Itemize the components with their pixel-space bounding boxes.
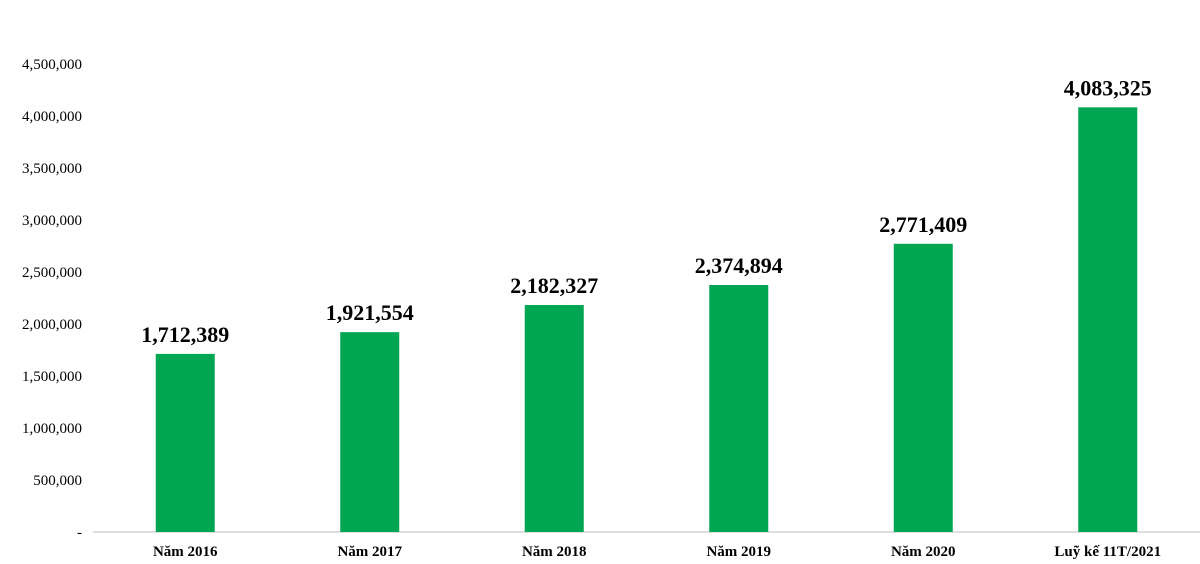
y-tick-label: 2,000,000 [22,317,82,333]
x-tick-label: Năm 2019 [706,544,771,560]
x-tick-label: Năm 2016 [153,544,218,560]
y-tick-label: 3,000,000 [22,213,82,229]
data-label: 2,374,894 [695,253,783,278]
data-label: 2,182,327 [510,273,598,298]
bar-series: 1,712,389 1,921,554 2,182,327 2,374,894 2,77… [141,75,1152,532]
bar [340,332,400,532]
bar [1078,107,1138,532]
y-tick-label: 3,500,000 [22,161,82,177]
bar [155,353,215,532]
data-label: 1,921,554 [326,300,414,325]
data-label: 1,712,389 [141,322,229,347]
y-tick-label: 4,500,000 [22,57,82,73]
bar [893,243,953,532]
y-tick-label: 2,500,000 [22,265,82,281]
y-tick-label: 500,000 [33,473,82,489]
x-tick-label: Năm 2017 [337,544,402,560]
y-tick-label: 1,000,000 [22,421,82,437]
x-axis: Năm 2016 Năm 2017 Năm 2018 Năm 2019 Năm 2020… [153,544,1161,560]
y-tick-label: - [77,525,82,541]
x-tick-label: Năm 2018 [522,544,587,560]
bar [524,305,584,532]
x-tick-label: Luỹ kế 11T/2021 [1054,544,1161,560]
data-label: 4,083,325 [1064,75,1152,100]
y-tick-label: 4,000,000 [22,109,82,125]
x-tick-label: Năm 2020 [891,544,956,560]
bar [709,285,769,532]
y-tick-label: 1,500,000 [22,369,82,385]
y-axis: - 500,000 1,000,000 1,500,000 2,000,000 2,500… [22,57,82,541]
data-label: 2,771,409 [879,212,967,237]
